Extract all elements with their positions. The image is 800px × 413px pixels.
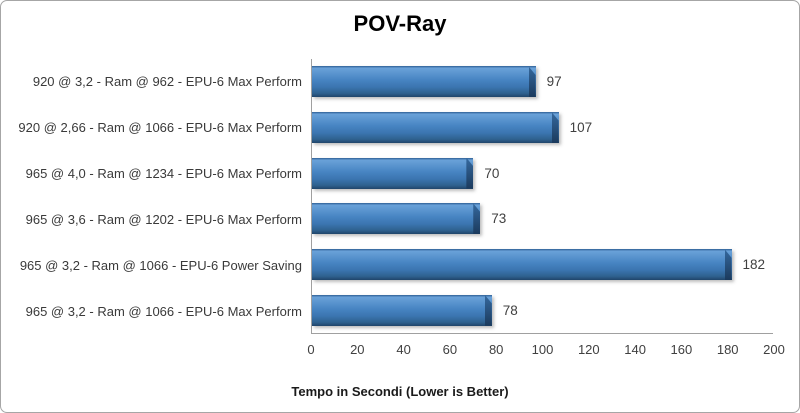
x-axis-tick-label: 20 [350, 342, 365, 357]
bar [312, 249, 732, 281]
bar-value-label: 97 [546, 74, 562, 90]
plot-area: 97 107 70 73 182 78 [311, 59, 773, 334]
x-axis-tick-label: 80 [488, 342, 504, 357]
bar-value-label: 78 [502, 302, 518, 318]
bar-row: 182 [312, 242, 773, 288]
bar-row: 107 [312, 105, 773, 151]
x-axis-tick-label: 200 [763, 342, 785, 357]
chart-body: 920 @ 3,2 - Ram @ 962 - EPU-6 Max Perfor… [1, 59, 773, 334]
category-label: 920 @ 3,2 - Ram @ 962 - EPU-6 Max Perfor… [32, 74, 302, 90]
x-axis: 0 20 40 60 80 100 120 140 160 180 200 [307, 342, 784, 358]
x-axis-tick-label: 140 [624, 342, 646, 357]
x-axis-tick-label: 60 [442, 342, 458, 357]
x-axis-tick-label: 40 [396, 342, 411, 357]
category-label: 920 @ 2,66 - Ram @ 1066 - EPU-6 Max Perf… [18, 120, 302, 136]
bar [312, 294, 492, 326]
bar-value-label: 107 [569, 120, 593, 135]
bar [312, 203, 481, 235]
category-label: 965 @ 3,6 - Ram @ 1202 - EPU-6 Max Perfo… [25, 211, 302, 227]
category-label: 965 @ 4,0 - Ram @ 1234 - EPU-6 Max Perfo… [25, 166, 302, 182]
bar [312, 66, 536, 98]
x-axis-tick-label: 120 [577, 342, 600, 357]
bar-row: 73 [312, 196, 773, 242]
bar [312, 157, 474, 189]
bar-value-label: 182 [742, 257, 766, 273]
bar-value-label: 73 [491, 211, 507, 227]
bar-row: 97 [312, 59, 773, 105]
bar-value-label: 70 [484, 165, 500, 181]
x-axis-title: Tempo in Secondi (Lower is Better) [291, 384, 509, 399]
x-axis-tick-label: 0 [307, 342, 315, 357]
bar-row: 78 [312, 287, 773, 333]
chart-title: POV-Ray [353, 11, 447, 36]
bar-row: 70 [312, 150, 773, 196]
category-label: 965 @ 3,2 - Ram @ 1066 - EPU-6 Power Sav… [19, 257, 302, 273]
x-axis-tick-label: 160 [670, 342, 693, 357]
category-axis: 920 @ 3,2 - Ram @ 962 - EPU-6 Max Perfor… [1, 59, 311, 334]
category-label: 965 @ 3,2 - Ram @ 1066 - EPU-6 Max Perfo… [25, 303, 302, 319]
x-axis-tick-label: 180 [716, 342, 739, 357]
x-axis-tick-label: 100 [531, 342, 554, 357]
bar [312, 112, 559, 143]
